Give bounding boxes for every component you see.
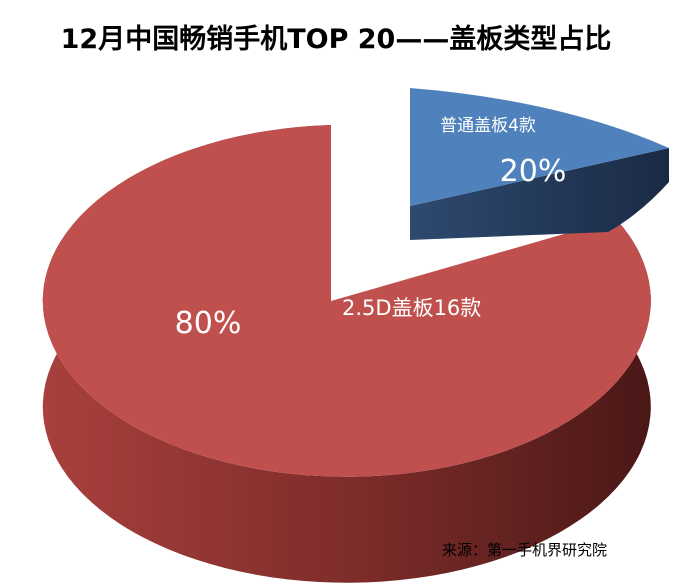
pie-slice-2-5d-top [42,125,651,477]
slice-label-2-5d: 2.5D盖板16款 [342,296,481,320]
slice-percent-2-5d: 80% [175,306,242,341]
source-note: 来源：第一手机界研究院 [442,541,607,559]
slice-percent-normal: 20% [500,154,567,189]
slice-label-normal: 普通盖板4款 [440,116,536,136]
chart-title: 12月中国畅销手机TOP 20——盖板类型占比 [61,24,612,55]
pie-slice-normal: 普通盖板4款 20% [410,88,669,240]
pie-slice-normal-side [410,148,669,240]
pie-slice-2-5d: 2.5D盖板16款 80% [42,125,651,583]
pie-slice-normal-top [410,88,669,206]
